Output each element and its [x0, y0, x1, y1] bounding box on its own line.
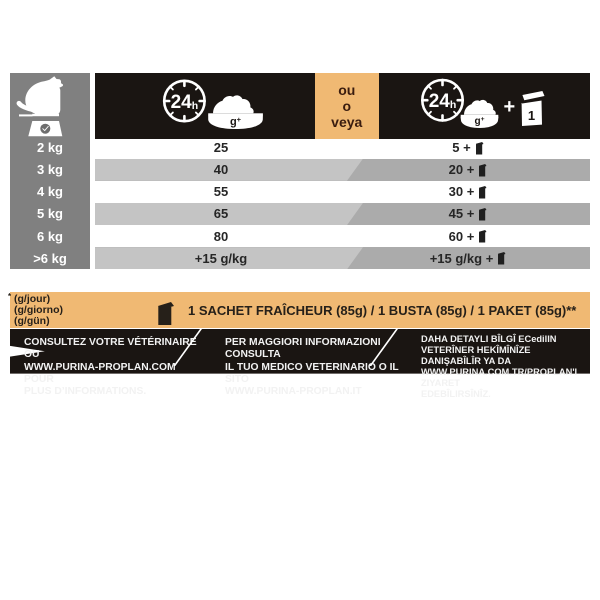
svg-text:24h: 24h: [171, 92, 199, 113]
svg-text:+: +: [503, 96, 515, 118]
svg-text:24h: 24h: [429, 91, 457, 112]
svg-text:1: 1: [528, 108, 535, 123]
